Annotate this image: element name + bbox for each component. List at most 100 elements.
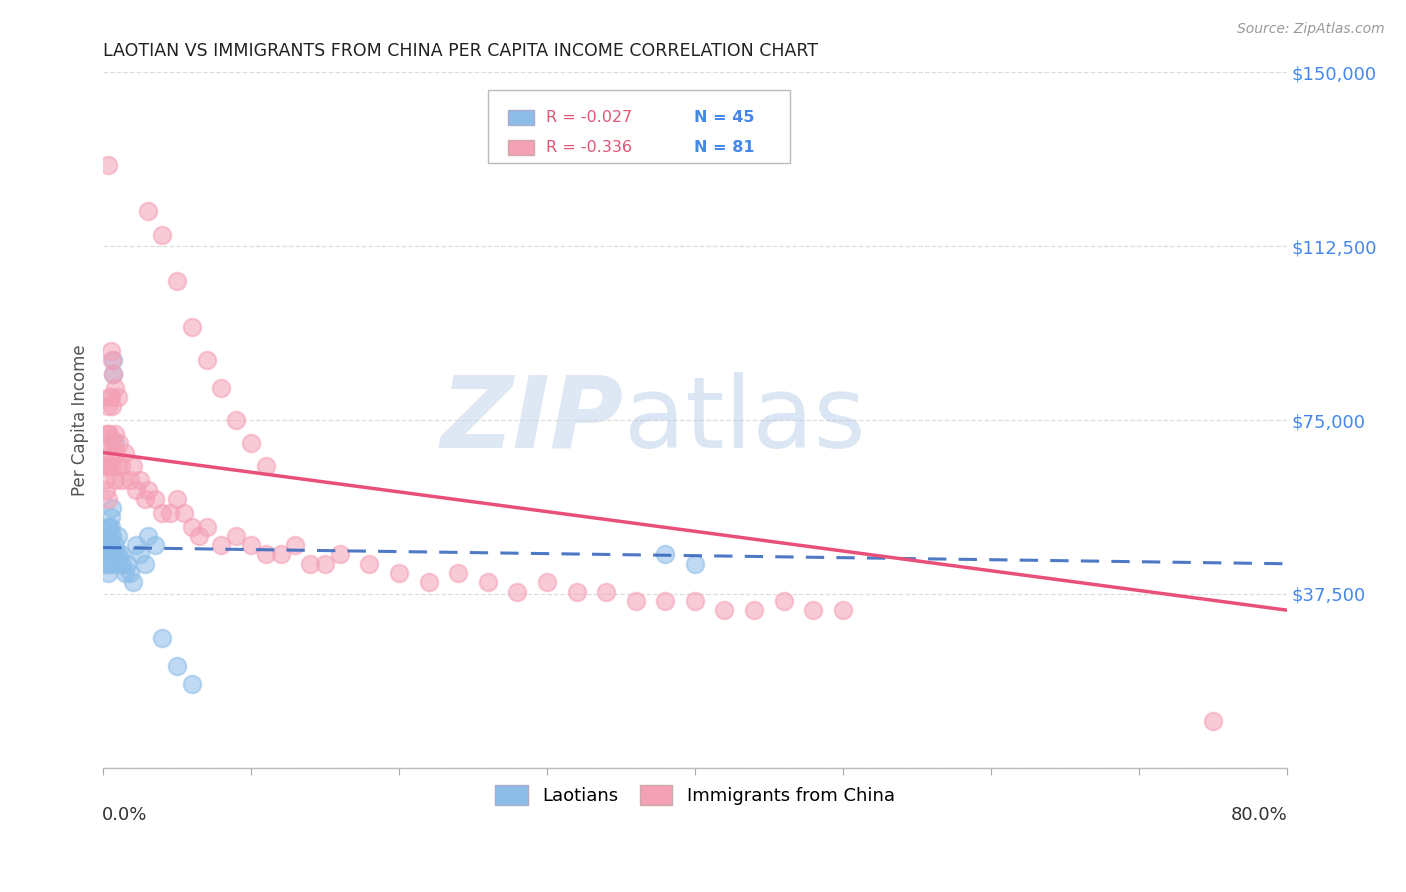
Point — [143, 538, 166, 552]
Bar — [508, 140, 534, 155]
Point — [270, 548, 292, 562]
Point — [134, 491, 156, 506]
Point — [114, 566, 136, 580]
Point — [418, 575, 440, 590]
Point — [1201, 714, 1223, 729]
Point — [100, 557, 122, 571]
Point — [254, 548, 277, 562]
Point — [188, 529, 211, 543]
Point — [299, 557, 322, 571]
Point — [225, 529, 247, 543]
Point — [143, 491, 166, 506]
Point — [150, 506, 173, 520]
Point — [93, 542, 115, 557]
Point — [683, 557, 706, 571]
Text: R = -0.336: R = -0.336 — [546, 140, 631, 155]
Point — [93, 557, 115, 571]
Point — [101, 399, 124, 413]
Point — [159, 506, 181, 520]
Point — [240, 538, 263, 552]
Point — [97, 399, 120, 413]
Point — [98, 548, 121, 562]
Text: ZIP: ZIP — [441, 372, 624, 468]
Point — [129, 548, 152, 562]
Point — [103, 367, 125, 381]
Point — [225, 413, 247, 427]
Point — [166, 274, 188, 288]
Point — [94, 459, 117, 474]
Point — [101, 529, 124, 543]
Point — [104, 538, 127, 552]
Point — [100, 519, 122, 533]
Point — [97, 158, 120, 172]
Point — [108, 436, 131, 450]
Point — [506, 584, 529, 599]
Point — [97, 566, 120, 580]
Point — [284, 538, 307, 552]
Point — [195, 352, 218, 367]
Point — [595, 584, 617, 599]
Point — [114, 445, 136, 459]
Legend: Laotians, Immigrants from China: Laotians, Immigrants from China — [489, 779, 900, 811]
Point — [97, 459, 120, 474]
Point — [118, 566, 141, 580]
Point — [136, 529, 159, 543]
Text: R = -0.027: R = -0.027 — [546, 111, 631, 125]
Point — [97, 427, 120, 442]
Point — [101, 352, 124, 367]
Text: N = 45: N = 45 — [693, 111, 754, 125]
Point — [98, 538, 121, 552]
Text: Source: ZipAtlas.com: Source: ZipAtlas.com — [1237, 22, 1385, 37]
Point — [104, 436, 127, 450]
Point — [654, 548, 676, 562]
Point — [93, 473, 115, 487]
Point — [94, 529, 117, 543]
Point — [166, 658, 188, 673]
Point — [105, 548, 128, 562]
Point — [111, 473, 134, 487]
Point — [94, 538, 117, 552]
Point — [107, 390, 129, 404]
Point — [107, 529, 129, 543]
Point — [565, 584, 588, 599]
Point — [180, 320, 202, 334]
Point — [100, 445, 122, 459]
Point — [477, 575, 499, 590]
Point — [536, 575, 558, 590]
Point — [121, 459, 143, 474]
Point — [314, 557, 336, 571]
Point — [124, 483, 146, 497]
Point — [624, 594, 647, 608]
Point — [195, 519, 218, 533]
Point — [100, 343, 122, 358]
Point — [97, 529, 120, 543]
Point — [97, 557, 120, 571]
Point — [329, 548, 352, 562]
Point — [359, 557, 381, 571]
Point — [110, 548, 132, 562]
Point — [103, 436, 125, 450]
Point — [101, 459, 124, 474]
Point — [103, 367, 125, 381]
Y-axis label: Per Capita Income: Per Capita Income — [72, 344, 89, 496]
Point — [134, 557, 156, 571]
Point — [447, 566, 470, 580]
Point — [150, 227, 173, 242]
Text: 0.0%: 0.0% — [103, 806, 148, 824]
Point — [104, 473, 127, 487]
FancyBboxPatch shape — [488, 90, 790, 163]
Point — [136, 483, 159, 497]
Point — [240, 436, 263, 450]
Text: 80.0%: 80.0% — [1232, 806, 1288, 824]
Point — [98, 519, 121, 533]
Point — [180, 677, 202, 691]
Point — [105, 445, 128, 459]
Point — [121, 575, 143, 590]
Point — [173, 506, 195, 520]
Point — [94, 548, 117, 562]
Text: atlas: atlas — [624, 372, 866, 468]
Point — [100, 538, 122, 552]
Point — [254, 459, 277, 474]
Point — [93, 445, 115, 459]
Point — [136, 204, 159, 219]
